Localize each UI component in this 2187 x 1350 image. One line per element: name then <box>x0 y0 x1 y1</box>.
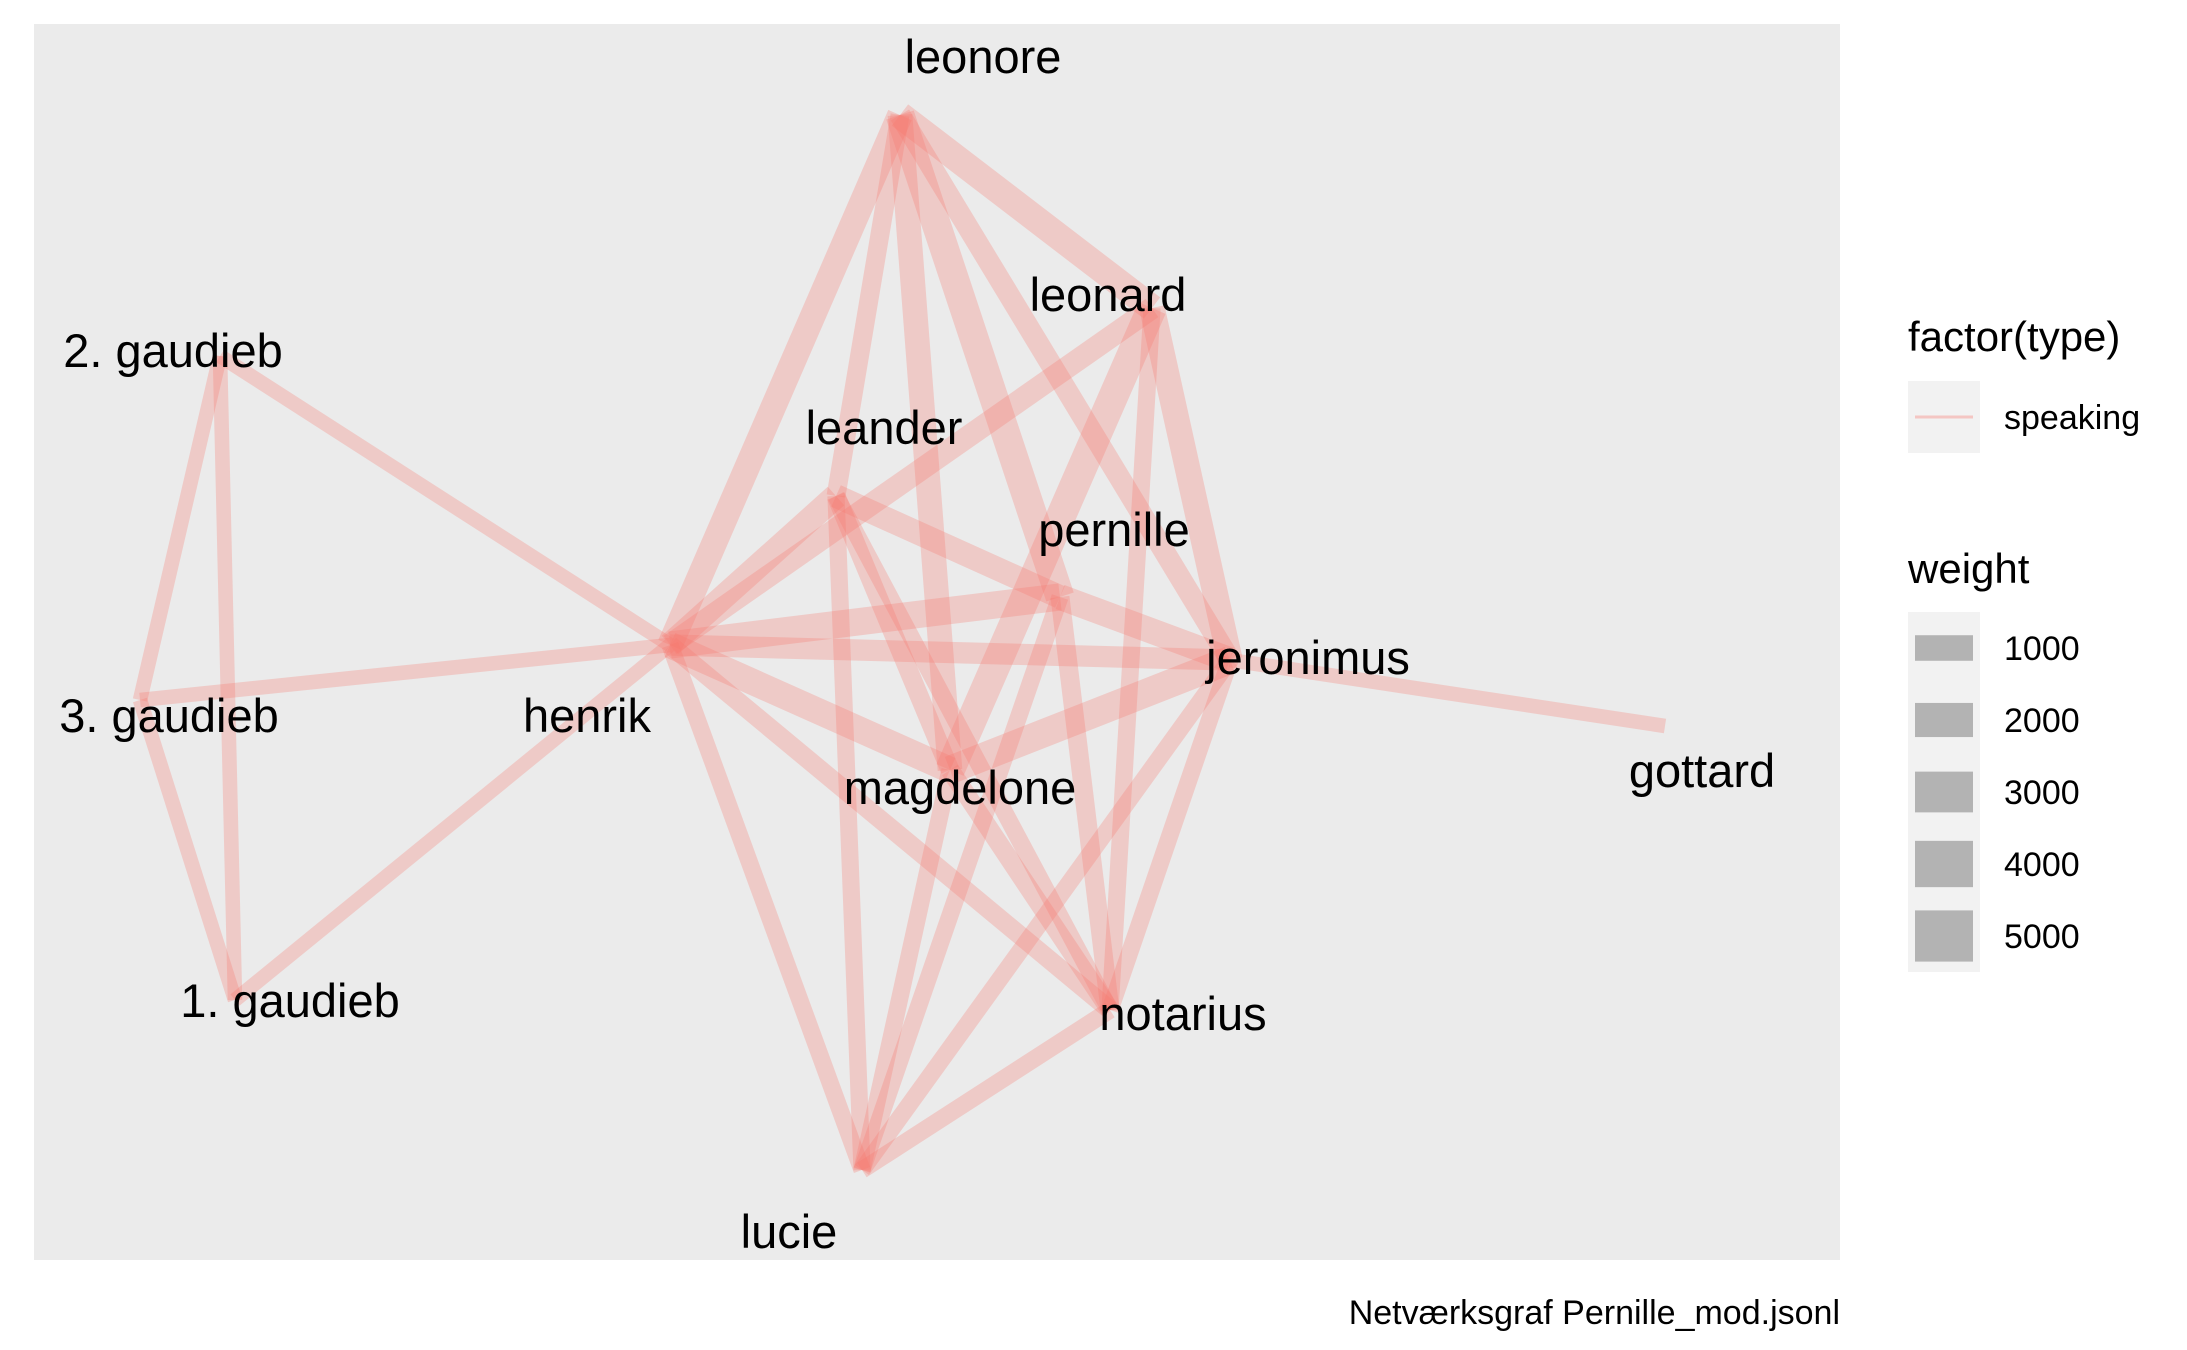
node-label-3gaudieb: 3. gaudieb <box>59 689 279 742</box>
weight-key-label-1000: 1000 <box>2004 630 2080 668</box>
weight-key-bar-5000 <box>1915 910 1973 962</box>
node-label-jeronimus: jeronimus <box>1204 631 1410 684</box>
legend-colour-label: speaking <box>2004 399 2140 437</box>
weight-key-label-3000: 3000 <box>2004 774 2080 812</box>
node-label-leander: leander <box>806 401 963 454</box>
edge-leonore-leonard <box>891 104 1161 319</box>
edge-jeronimus-notarius <box>1101 657 1239 1013</box>
node-label-lucie: lucie <box>741 1205 838 1258</box>
edge-leonore-leander <box>826 113 910 498</box>
edge-pernille-lucie <box>853 594 1069 1173</box>
legend-weight-keys: 1000 2000 3000 4000 5000 <box>1908 612 2080 972</box>
node-label-leonard: leonard <box>1030 268 1187 321</box>
edge-jeronimus-gottard <box>1228 652 1667 734</box>
node-label-notarius: notarius <box>1099 987 1266 1040</box>
weight-key-label-2000: 2000 <box>2004 702 2080 740</box>
edge-henrik-1gaudieb <box>230 639 675 1006</box>
node-label-1gaudieb: 1. gaudieb <box>180 974 400 1027</box>
node-label-pernille: pernille <box>1038 503 1190 556</box>
weight-key-bar-4000 <box>1915 840 1973 888</box>
edge-layer <box>132 104 1667 1178</box>
node-label-2gaudieb: 2. gaudieb <box>63 324 283 377</box>
edge-magdelone-lucie <box>853 768 959 1172</box>
edge-2gaudieb-1gaudieb <box>212 355 243 1001</box>
edge-jeronimus-lucie <box>855 654 1237 1176</box>
edge-leonore-jeronimus <box>890 109 1240 666</box>
node-label-henrik: henrik <box>523 689 652 742</box>
weight-key-bar-3000 <box>1915 771 1973 813</box>
edge-leander-notarius <box>828 491 1118 1015</box>
node-label-leonore: leonore <box>905 30 1062 83</box>
edge-leonard-jeronimus <box>1139 305 1243 663</box>
edge-leander-henrik <box>661 486 845 655</box>
edge-henrik-magdelone <box>664 633 956 782</box>
edge-henrik-lucie <box>661 642 871 1173</box>
edge-henrik-jeronimus <box>669 634 1231 671</box>
edge-henrik-2gaudieb <box>216 349 674 652</box>
edge-leonore-henrik <box>658 109 912 651</box>
edge-leander-pernille <box>831 485 1065 608</box>
weight-key-bar-1000 <box>1915 635 1973 661</box>
legend: factor(type) speaking weight 1000 2000 300… <box>1907 313 2140 972</box>
node-label-gottard: gottard <box>1629 744 1775 797</box>
edge-pernille-notarius <box>1050 595 1120 1012</box>
edge-pernille-henrik <box>668 583 1062 659</box>
legend-colour-title: factor(type) <box>1908 313 2120 360</box>
edge-henrik-3gaudieb <box>139 637 671 708</box>
weight-key-label-5000: 5000 <box>2004 918 2080 956</box>
weight-key-label-4000: 4000 <box>2004 846 2080 884</box>
edge-henrik-notarius <box>663 637 1117 1018</box>
edge-leonard-notarius <box>1101 307 1161 1011</box>
edge-leonard-magdelone <box>936 302 1166 776</box>
edge-leonore-magdelone <box>887 114 963 771</box>
caption: Netværksgraf Pernille_mod.jsonl <box>1349 1294 1840 1332</box>
edge-magdelone-notarius <box>942 764 1118 1016</box>
legend-weight-title: weight <box>1907 545 2030 592</box>
edge-pernille-jeronimus <box>1055 585 1235 672</box>
edge-magdelone-jeronimus <box>944 646 1236 784</box>
edge-leonore-pernille <box>886 110 1074 602</box>
edge-2gaudieb-3gaudieb <box>132 354 228 702</box>
edge-lucie-notarius <box>857 1002 1115 1178</box>
edge-3gaudieb-1gaudieb <box>133 697 242 1003</box>
legend-colour-key-background <box>1908 381 1980 453</box>
node-label-layer: leonore leonard 2. gaudieb leander pernille j… <box>59 30 1775 1258</box>
edge-leander-magdelone <box>827 492 959 774</box>
plot-panel <box>34 24 1840 1260</box>
weight-key-bar-2000 <box>1915 702 1973 738</box>
node-label-magdelone: magdelone <box>844 761 1077 814</box>
edge-leander-lucie <box>827 495 871 1171</box>
edge-leonard-henrik <box>663 298 1159 655</box>
